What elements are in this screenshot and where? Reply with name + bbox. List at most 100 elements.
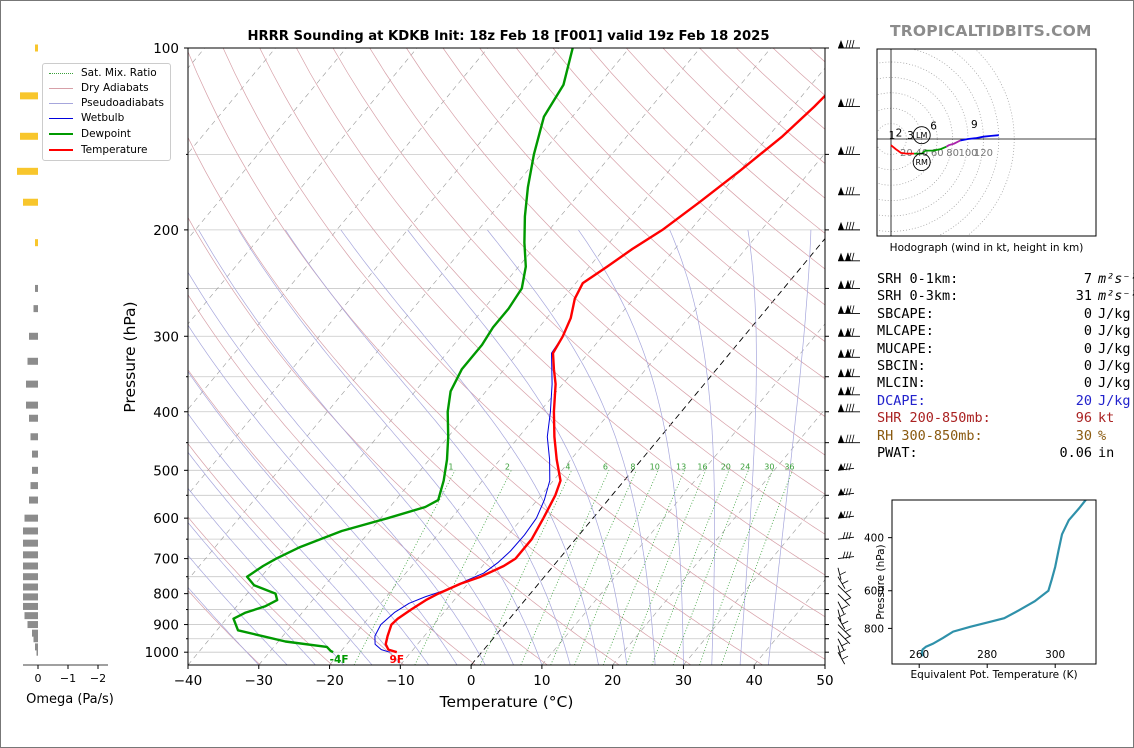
isotherm — [188, 48, 701, 665]
dry-adiabat — [296, 48, 825, 576]
wind-barb-feather — [848, 252, 852, 261]
omega-bar — [23, 527, 38, 535]
x-tick-label: 10 — [533, 673, 550, 689]
stat-row: SRH 0-1km: 7 m²s⁻² — [877, 271, 1134, 288]
wind-barb — [838, 349, 860, 358]
omega-bar — [36, 648, 38, 656]
omega-bar — [32, 450, 38, 458]
stat-key: SHR 200-850mb: — [877, 410, 991, 427]
mixing-ratio-label: 24 — [740, 462, 750, 471]
omega-tick-label: −2 — [90, 672, 106, 685]
moist-adiabat — [198, 229, 514, 665]
stat-unit: J/kg — [1098, 358, 1131, 375]
chart-title: HRRR Sounding at KDKB Init: 18z Feb 18 [… — [247, 29, 769, 44]
thetae-x-tick-label: 280 — [977, 649, 997, 661]
dry-adiabat — [188, 589, 261, 665]
hodo-motion-label: LM — [916, 131, 927, 140]
moist-adiabat — [739, 229, 757, 665]
wind-barb-feather — [842, 580, 849, 585]
wind-barb-feather — [848, 349, 852, 358]
hodo-frame — [876, 48, 1097, 237]
wind-barb — [837, 463, 855, 471]
wind-barb — [838, 368, 860, 378]
legend-label: Temperature — [81, 144, 148, 156]
x-axis-label: Temperature (°C) — [439, 693, 574, 711]
dry-adiabat — [188, 516, 333, 665]
wind-barb — [838, 252, 860, 262]
stat-unit: % — [1098, 427, 1107, 444]
x-tick-label: −20 — [315, 673, 344, 689]
wind-barb-flag — [838, 386, 844, 395]
stat-value: 0 — [1083, 340, 1092, 357]
wind-barb-feather — [842, 511, 846, 519]
stat-key: PWAT: — [877, 445, 918, 462]
omega-bar — [20, 132, 38, 140]
wind-barb-feather — [845, 252, 849, 261]
moist-adiabat — [768, 229, 812, 665]
wind-barb-feather — [848, 280, 852, 289]
wind-barb-feather — [851, 98, 855, 107]
stat-unit: J/kg — [1098, 392, 1131, 409]
stat-key: MUCAPE: — [877, 340, 934, 357]
wind-barb-feather — [848, 434, 852, 443]
thetae-y-tick-label: 600 — [864, 586, 884, 598]
omega-bar — [32, 466, 38, 474]
omega-bar — [26, 380, 38, 388]
wind-barb-flag — [838, 434, 844, 443]
stat-unit: J/kg — [1098, 305, 1131, 322]
legend-item-mixratio: Sat. Mix. Ratio — [49, 66, 157, 80]
moist-adiabat — [188, 371, 429, 665]
mixing-ratio-label: 1 — [448, 462, 453, 471]
dry-adiabat — [406, 48, 825, 456]
wind-barb-flag — [838, 186, 844, 195]
wind-barb-feather — [848, 532, 852, 540]
skewt-axes-frame — [187, 47, 826, 666]
y-tick-label: 500 — [153, 463, 179, 479]
isotherm — [188, 48, 559, 495]
moist-adiabat — [188, 451, 373, 665]
dry-adiabat — [259, 48, 825, 618]
mixing-ratio-line — [479, 470, 573, 665]
wind-barb — [837, 511, 855, 519]
y-tick-label: 800 — [153, 587, 179, 603]
wind-barb — [838, 403, 860, 413]
omega-bar — [27, 621, 38, 629]
stat-row: SBCAPE: 0 J/kg — [877, 306, 1134, 323]
moist-adiabat — [188, 271, 486, 665]
stat-value: 0 — [1083, 358, 1092, 375]
legend-label: Dewpoint — [81, 128, 131, 140]
wind-barb-feather — [851, 252, 855, 261]
wind-barb-feather — [845, 628, 852, 632]
dry-adiabat — [222, 48, 825, 660]
omega-bar — [23, 602, 38, 610]
omega-bar — [26, 401, 38, 409]
wind-barb-feather — [848, 39, 852, 49]
wind-barb — [838, 186, 860, 196]
legend-swatch-dry — [49, 87, 73, 89]
stat-unit: J/kg — [1098, 323, 1131, 340]
mixing-ratio-label: 16 — [697, 462, 707, 471]
omega-bar — [35, 643, 38, 651]
isotherm — [400, 152, 825, 665]
isotherm-zero — [470, 237, 825, 665]
omega-bar — [20, 92, 38, 100]
wind-barb-staff — [837, 645, 842, 658]
wind-barb-feather — [845, 186, 849, 195]
hodo-ring-label: 120 — [974, 148, 993, 159]
dry-adiabat — [442, 48, 825, 417]
dry-adiabat — [188, 294, 548, 665]
stat-row: SRH 0-3km: 31 m²s⁻² — [877, 288, 1134, 305]
wind-barb-feather — [845, 511, 849, 519]
temperature-profile — [384, 94, 825, 654]
wind-barb-staff — [837, 651, 846, 665]
stat-key: DCAPE: — [877, 392, 926, 409]
wind-barb-feather — [851, 221, 855, 230]
isotherm — [188, 48, 276, 154]
moist-adiabat — [285, 229, 571, 665]
wind-barb-feather — [851, 368, 855, 377]
stat-value: 7 — [1083, 271, 1092, 287]
stat-value: 96 — [1075, 410, 1092, 427]
omega-bar — [35, 284, 38, 292]
moist-adiabat — [340, 229, 599, 665]
